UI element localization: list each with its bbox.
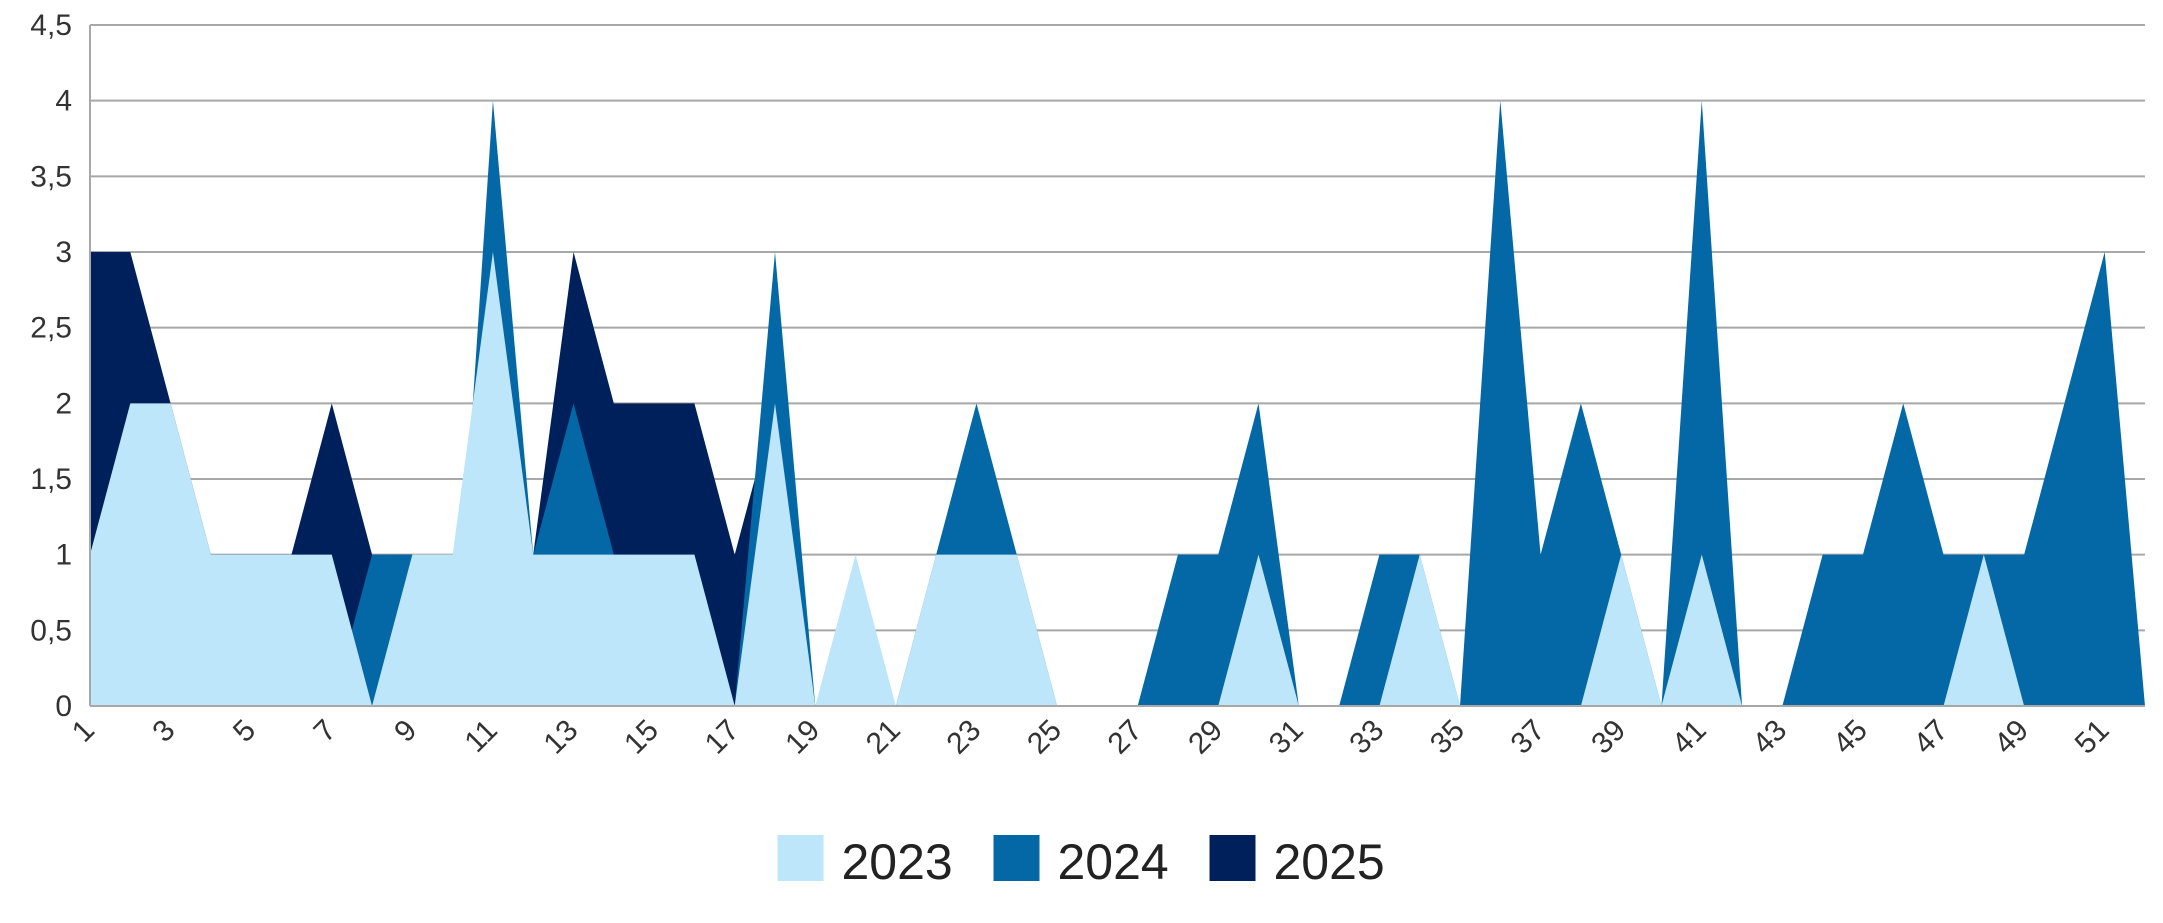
x-tick-label: 25	[1021, 714, 1068, 761]
y-tick-label: 3,5	[30, 160, 72, 193]
x-tick-label: 5	[227, 714, 262, 749]
x-tick-label: 43	[1746, 714, 1793, 761]
legend-label: 2023	[842, 834, 953, 890]
y-tick-label: 1	[55, 539, 72, 572]
legend-swatch	[777, 835, 824, 881]
series-area-2024	[90, 100, 2145, 706]
y-tick-label: 0	[55, 690, 72, 723]
x-tick-label: 11	[459, 714, 504, 759]
x-tick-label: 7	[308, 714, 343, 749]
legend: 2023 2024 2025	[777, 834, 1385, 890]
x-tick-label: 31	[1263, 714, 1310, 761]
y-tick-label: 3	[55, 236, 72, 269]
legend-swatch	[1209, 835, 1256, 881]
x-tick-label: 33	[1343, 714, 1390, 761]
legend-item-2025: 2025	[1209, 834, 1385, 890]
x-tick-label: 37	[1505, 714, 1552, 761]
x-tick-label: 27	[1102, 714, 1149, 761]
y-tick-label: 1,5	[30, 463, 72, 496]
legend-label: 2025	[1274, 834, 1385, 890]
x-tick-label: 41	[1666, 714, 1713, 761]
y-tick-label: 4	[55, 85, 72, 118]
series-area-2023	[90, 252, 2145, 706]
legend-swatch	[993, 835, 1040, 881]
x-tick-label: 45	[1827, 714, 1874, 761]
x-tick-label: 21	[860, 714, 907, 761]
x-tick-label: 13	[538, 714, 585, 761]
y-tick-label: 2,5	[30, 312, 72, 345]
legend-item-2023: 2023	[777, 834, 953, 890]
x-tick-label: 39	[1585, 714, 1632, 761]
x-tick-label: 15	[618, 714, 665, 761]
y-tick-label: 0,5	[30, 614, 72, 647]
x-tick-label: 35	[1424, 714, 1471, 761]
y-tick-label: 2	[55, 387, 72, 420]
x-tick-label: 51	[2069, 714, 2116, 761]
x-tick-label: 9	[388, 714, 423, 749]
x-tick-label: 47	[1908, 714, 1955, 761]
y-tick-label: 4,5	[30, 9, 72, 42]
x-tick-label: 19	[779, 714, 826, 761]
x-tick-label: 29	[1182, 714, 1229, 761]
legend-item-2024: 2024	[993, 834, 1169, 890]
plot-area	[90, 100, 2145, 706]
x-tick-label: 1	[66, 714, 101, 749]
x-tick-label: 3	[146, 714, 181, 749]
x-tick-label: 23	[940, 714, 987, 761]
x-tick-label: 17	[699, 714, 746, 761]
x-tick-label: 49	[1988, 714, 2035, 761]
legend-label: 2024	[1058, 834, 1169, 890]
